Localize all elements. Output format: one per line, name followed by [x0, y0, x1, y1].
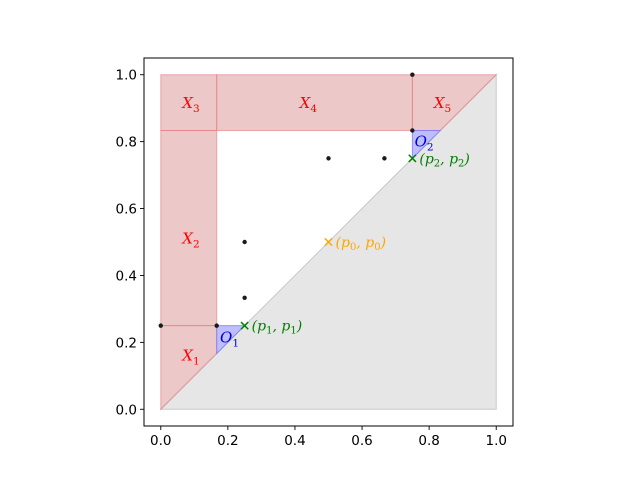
marker-label-p2: (p2, p2): [419, 151, 470, 169]
marker-green-p2: [408, 154, 417, 163]
region-label-x5: X5: [433, 94, 451, 115]
y-tick-label: 0.2: [116, 335, 137, 351]
y-tick-label: 0.8: [116, 135, 137, 151]
x-tick-label: 0.4: [284, 433, 305, 449]
region-label-x4: X4: [299, 94, 318, 115]
region-o2: [411, 130, 442, 160]
plot-area: X1 X2 X3 X4 X5 O1 O2 (p1, p1) (p0, p0) (p2, p2): [158, 72, 498, 411]
axes: 0.0 0.2 0.4 0.6 0.8 1.0 0.0 0.2 0.4 0.6 0.8 1.0: [116, 57, 514, 449]
data-point: [410, 128, 415, 133]
region-label-x1: X1: [181, 347, 199, 368]
region-label-x2: X2: [181, 230, 199, 251]
marker-green-p1: [240, 321, 249, 330]
region-o1: [216, 325, 246, 355]
x-tick-label: 1.0: [485, 433, 506, 449]
marker-label-p0: (p0, p0): [336, 235, 387, 253]
data-point: [214, 323, 219, 328]
marker-orange-p0: [324, 237, 333, 247]
data-point: [242, 239, 247, 245]
x-tick-label: 0.0: [150, 433, 171, 449]
region-label-o2: O2: [415, 133, 434, 154]
x-tick-label: 0.2: [217, 433, 238, 449]
x-tick-label: 0.6: [351, 433, 372, 449]
y-tick-label: 0.0: [116, 402, 137, 418]
data-point: [382, 156, 387, 161]
axes-frame: [143, 57, 514, 427]
data-point: [410, 72, 415, 77]
region-x2: [160, 130, 218, 327]
data-point: [242, 295, 247, 300]
region-label-o1: O1: [220, 328, 239, 349]
y-tick-label: 0.6: [116, 202, 137, 218]
marker-label-p1: (p1, p1): [252, 319, 303, 337]
y-tick-label: 1.0: [116, 68, 137, 84]
y-tick-label: 0.4: [116, 268, 137, 284]
data-point: [326, 156, 331, 161]
data-point: [158, 323, 163, 328]
x-tick-label: 0.8: [418, 433, 439, 449]
region-label-x3: X3: [181, 94, 199, 115]
